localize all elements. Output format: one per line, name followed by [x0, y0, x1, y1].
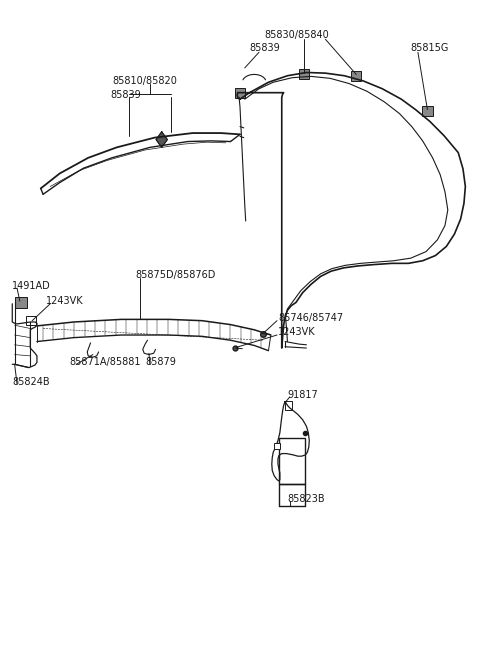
FancyBboxPatch shape [279, 438, 305, 484]
FancyBboxPatch shape [15, 297, 26, 307]
Text: 85830/85840: 85830/85840 [264, 30, 329, 40]
FancyBboxPatch shape [285, 401, 292, 410]
Text: 85823B: 85823B [288, 494, 325, 504]
FancyBboxPatch shape [299, 70, 309, 79]
FancyBboxPatch shape [235, 87, 245, 98]
FancyBboxPatch shape [422, 106, 432, 116]
Text: 1243VK: 1243VK [278, 327, 315, 338]
Text: 85879: 85879 [145, 357, 176, 367]
Text: 85810/85820: 85810/85820 [113, 76, 178, 86]
Text: 1243VK: 1243VK [46, 296, 83, 306]
Text: 1491AD: 1491AD [12, 281, 51, 291]
Text: 85839: 85839 [250, 43, 280, 53]
Text: 85839: 85839 [111, 90, 142, 101]
Text: 85824B: 85824B [12, 377, 50, 387]
Text: 85815G: 85815G [411, 43, 449, 53]
Text: 85746/85747: 85746/85747 [278, 313, 343, 323]
Text: 91817: 91817 [288, 390, 318, 400]
Text: 85871A/85881: 85871A/85881 [69, 357, 141, 367]
Text: 85875D/85876D: 85875D/85876D [136, 270, 216, 280]
FancyBboxPatch shape [26, 316, 36, 325]
Polygon shape [156, 132, 168, 147]
FancyBboxPatch shape [351, 71, 361, 81]
